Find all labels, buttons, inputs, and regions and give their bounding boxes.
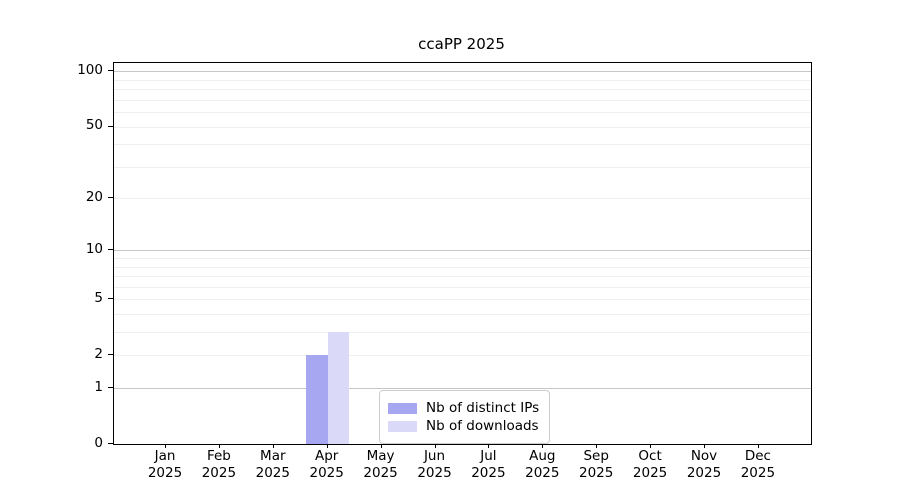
ytick-label-1: 1 bbox=[94, 378, 103, 395]
xtick-year: 2025 bbox=[255, 465, 290, 481]
xtick-year: 2025 bbox=[201, 465, 237, 481]
xtick-label-mar: Mar 2025 bbox=[243, 448, 303, 482]
xtick-year: 2025 bbox=[363, 465, 398, 481]
ytick-label-20: 20 bbox=[85, 188, 103, 205]
ytick-label-100: 100 bbox=[77, 61, 103, 78]
xtick-month: Jun bbox=[423, 448, 446, 464]
xtick-month: Dec bbox=[744, 448, 771, 464]
plot-area: Nb of distinct IPs Nb of downloads bbox=[113, 62, 812, 445]
xtick-mark-aug bbox=[542, 444, 544, 448]
xtick-mark-oct bbox=[650, 444, 652, 448]
ytick-label-50: 50 bbox=[85, 117, 103, 133]
xtick-year: 2025 bbox=[147, 465, 183, 481]
xtick-label-aug: Aug 2025 bbox=[512, 448, 572, 482]
gridline-y-100 bbox=[114, 71, 811, 73]
xtick-month: Jan bbox=[154, 448, 176, 464]
ytick-label-10: 10 bbox=[85, 240, 103, 257]
gridline-y-30 bbox=[114, 166, 811, 168]
xtick-year: 2025 bbox=[417, 465, 452, 481]
xtick-mark-sep bbox=[596, 444, 598, 448]
xtick-label-feb: Feb 2025 bbox=[189, 448, 249, 482]
xtick-label-dec: Dec 2025 bbox=[728, 448, 788, 482]
xtick-label-jul: Jul 2025 bbox=[458, 448, 518, 482]
chart-title: ccaPP 2025 bbox=[418, 35, 505, 53]
gridline-y-10 bbox=[114, 250, 811, 252]
gridline-y-3 bbox=[114, 332, 811, 334]
xtick-mark-dec bbox=[757, 444, 759, 448]
legend-swatch-distinct-ips bbox=[388, 402, 417, 414]
xtick-mark-feb bbox=[218, 444, 220, 448]
xtick-mark-nov bbox=[704, 444, 705, 448]
gridline-y-60 bbox=[114, 112, 811, 114]
xtick-mark-jun bbox=[434, 444, 436, 448]
xtick-label-oct: Oct 2025 bbox=[620, 448, 680, 482]
gridline-y-2 bbox=[114, 355, 811, 357]
xtick-month: Feb bbox=[206, 448, 231, 464]
legend-label-distinct-ips: Nb of distinct IPs bbox=[426, 400, 540, 416]
ytick-mark-20 bbox=[108, 197, 113, 199]
xtick-month: Nov bbox=[690, 448, 718, 464]
xtick-month: Mar bbox=[260, 448, 286, 464]
ytick-label-2: 2 bbox=[94, 345, 103, 362]
xtick-label-apr: Apr 2025 bbox=[297, 448, 357, 482]
ytick-mark-100 bbox=[108, 70, 113, 72]
ytick-mark-0 bbox=[108, 443, 113, 444]
ytick-mark-10 bbox=[108, 249, 113, 251]
bar-apr-downloads bbox=[327, 332, 350, 444]
ytick-mark-2 bbox=[108, 354, 113, 356]
gridline-y-20 bbox=[114, 198, 811, 200]
xtick-year: 2025 bbox=[525, 465, 560, 481]
xtick-label-nov: Nov 2025 bbox=[674, 448, 734, 482]
xtick-label-sep: Sep 2025 bbox=[566, 448, 626, 482]
gridline-y-50 bbox=[114, 126, 811, 128]
xtick-mark-mar bbox=[272, 444, 274, 448]
xtick-label-jun: Jun 2025 bbox=[405, 448, 465, 482]
bar-apr-distinct-ips bbox=[306, 355, 328, 444]
legend-swatch-downloads bbox=[388, 420, 417, 432]
gridline-y-1 bbox=[114, 388, 811, 389]
ytick-label-5: 5 bbox=[94, 289, 103, 306]
gridline-y-70 bbox=[114, 99, 811, 101]
xtick-month: Sep bbox=[583, 448, 609, 464]
legend-label-downloads: Nb of downloads bbox=[426, 418, 539, 434]
gridline-y-80 bbox=[114, 89, 811, 91]
legend-entry-distinct-ips: Nb of distinct IPs bbox=[388, 400, 539, 416]
ytick-label-0: 0 bbox=[94, 434, 103, 451]
xtick-month: Jul bbox=[480, 448, 497, 464]
xtick-mark-jul bbox=[488, 444, 490, 448]
xtick-year: 2025 bbox=[740, 465, 776, 481]
xtick-year: 2025 bbox=[471, 465, 506, 481]
xtick-label-may: May 2025 bbox=[351, 448, 411, 482]
gridline-y-4 bbox=[114, 314, 811, 315]
xtick-month: Oct bbox=[638, 448, 662, 464]
xtick-month: Apr bbox=[315, 448, 339, 464]
xtick-label-jan: Jan 2025 bbox=[135, 448, 195, 482]
legend: Nb of distinct IPs Nb of downloads bbox=[379, 390, 551, 444]
xtick-year: 2025 bbox=[632, 465, 668, 481]
ytick-mark-5 bbox=[108, 298, 113, 300]
gridline-y-9 bbox=[114, 258, 811, 260]
xtick-year: 2025 bbox=[579, 465, 614, 481]
ytick-mark-50 bbox=[108, 125, 113, 127]
gridline-y-6 bbox=[114, 286, 811, 288]
xtick-month: May bbox=[366, 448, 395, 464]
xtick-year: 2025 bbox=[309, 465, 344, 481]
xtick-mark-may bbox=[380, 444, 382, 448]
ytick-mark-1 bbox=[108, 387, 113, 388]
gridline-y-5 bbox=[114, 299, 811, 301]
gridline-y-90 bbox=[114, 79, 811, 81]
gridline-y-40 bbox=[114, 144, 811, 146]
xtick-month: Aug bbox=[529, 448, 556, 464]
gridline-y-8 bbox=[114, 266, 811, 268]
gridline-y-7 bbox=[114, 276, 811, 278]
legend-entry-downloads: Nb of downloads bbox=[388, 418, 539, 434]
xtick-mark-apr bbox=[326, 444, 328, 448]
xtick-mark-jan bbox=[165, 444, 166, 448]
xtick-year: 2025 bbox=[686, 465, 722, 481]
